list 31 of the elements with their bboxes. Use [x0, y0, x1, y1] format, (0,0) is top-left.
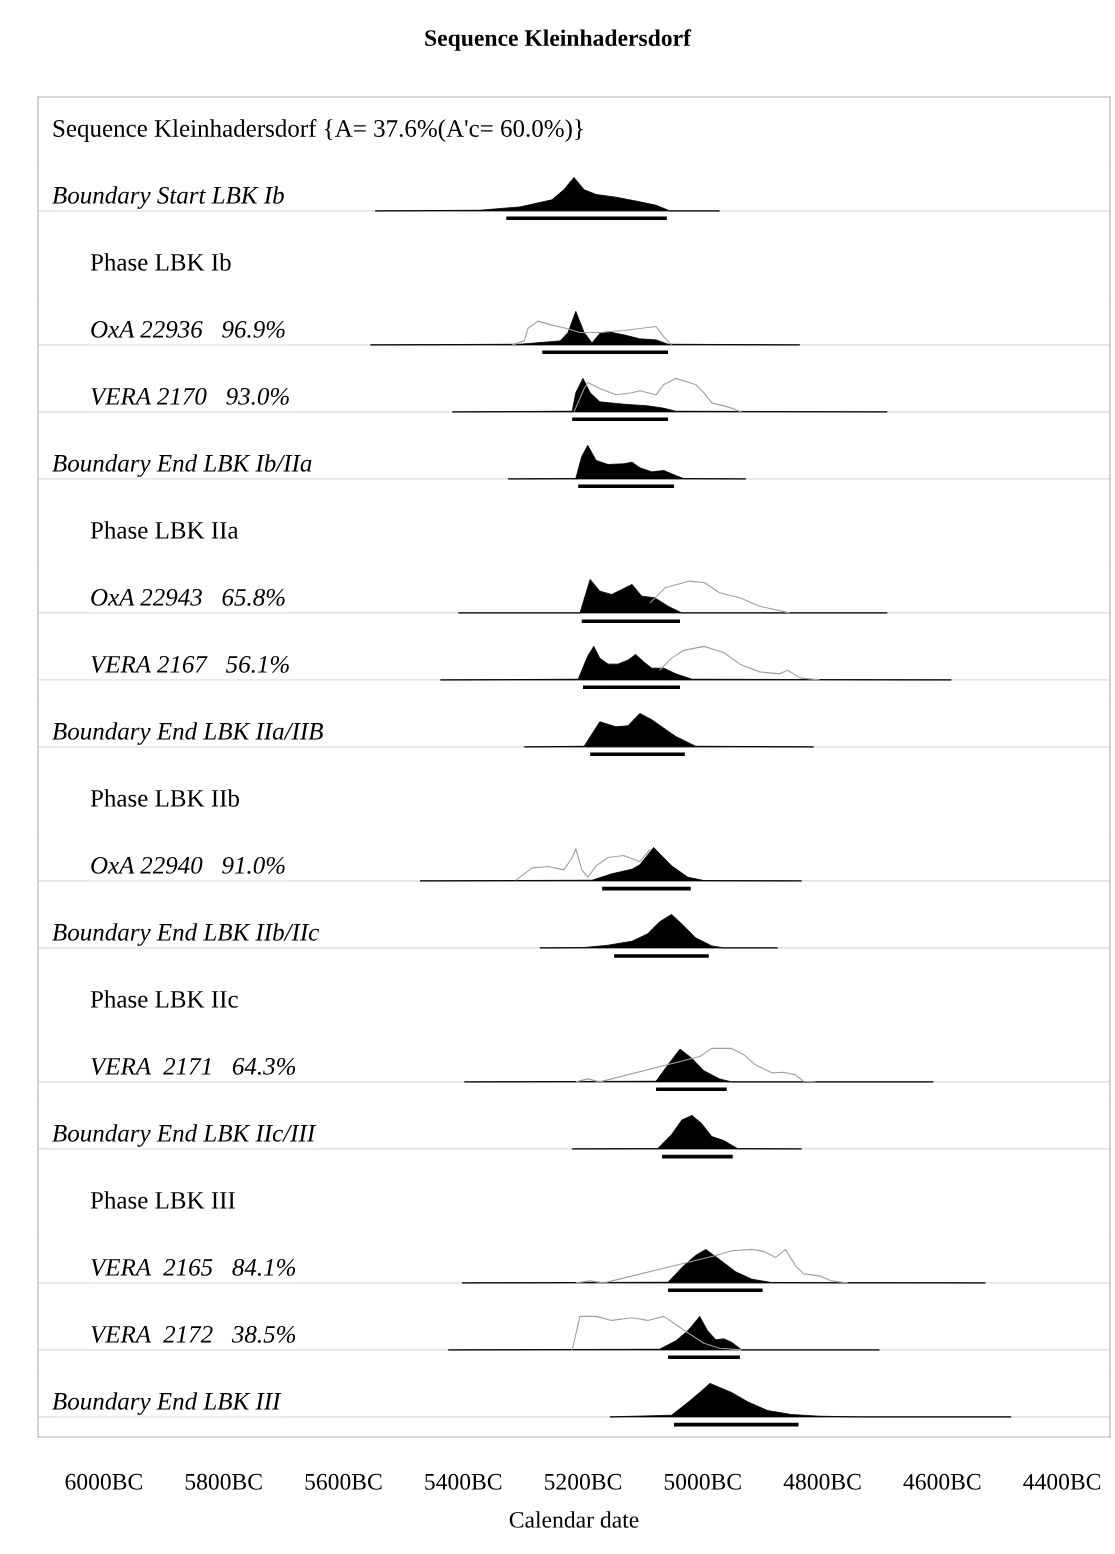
chart-title: OxA 22936 96.9%	[91, 320, 285, 338]
chart-title: VERA 2167 56.1%	[91, 655, 289, 673]
chart-title: Boundary End LBK III	[52, 1392, 282, 1415]
x-tick-label: 4400BC	[1023, 1473, 1101, 1490]
x-tick-label: 5600BC	[305, 1473, 382, 1490]
text: Sequence Kleinhadersdorf {A= 37.6%(A'c= 60.0%)}	[53, 119, 583, 142]
chart-title: OxA 22940 91.0%	[91, 856, 285, 874]
chart-title: VERA 2170 93.0%	[91, 387, 289, 405]
text: Phase LBK IIb	[90, 789, 240, 807]
chart-title: Boundary End LBK IIc/III	[52, 1124, 317, 1147]
chart-title: Boundary End LBK Ib/IIa	[52, 454, 312, 477]
text: Phase LBK IIc	[90, 990, 238, 1008]
text: Phase LBK IIa	[90, 521, 239, 539]
x-tick-label: 5000BC	[664, 1473, 741, 1490]
x-tick-label: 6000BC	[65, 1473, 142, 1490]
x-tick-label: 5800BC	[185, 1473, 262, 1490]
text: Phase LBK III	[90, 1191, 235, 1209]
x-tick-label: 5400BC	[425, 1473, 502, 1490]
x-axis-title: Calendar date	[509, 1511, 639, 1528]
x-tick-label: 5200BC	[545, 1473, 622, 1490]
chart-title: Boundary Start LBK Ib	[52, 186, 284, 209]
text: Phase LBK Ib	[90, 253, 231, 271]
x-tick-label: 4800BC	[783, 1473, 861, 1490]
chart-title: Boundary End LBK IIb/IIc	[52, 923, 320, 946]
x-tick-label: 4600BC	[903, 1473, 981, 1490]
chart-title: VERA 2171 64.3%	[91, 1057, 296, 1075]
chart-title: VERA 2165 84.1%	[91, 1258, 296, 1276]
chart-title: VERA 2172 38.5%	[91, 1325, 296, 1343]
chart-title: OxA 22943 65.8%	[91, 588, 285, 606]
text: Sequence Kleinhadersdorf	[425, 29, 692, 51]
chart-title: Boundary End LBK IIa/IIB	[52, 722, 323, 745]
